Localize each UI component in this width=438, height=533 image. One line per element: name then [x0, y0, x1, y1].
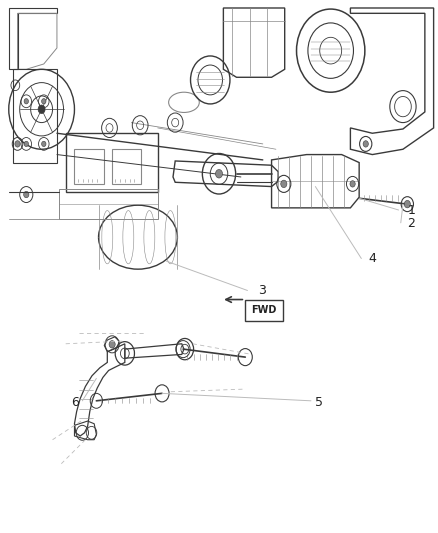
- Text: 5: 5: [315, 396, 323, 409]
- Circle shape: [109, 341, 115, 348]
- Circle shape: [42, 99, 46, 104]
- Text: 3: 3: [258, 284, 266, 297]
- Text: 2: 2: [407, 217, 415, 230]
- Circle shape: [15, 141, 20, 147]
- Circle shape: [24, 141, 28, 147]
- Circle shape: [215, 169, 223, 178]
- Circle shape: [350, 181, 355, 187]
- Bar: [0, 0, 438, 309]
- Circle shape: [363, 141, 368, 147]
- Circle shape: [404, 200, 410, 208]
- Text: 1: 1: [407, 204, 415, 217]
- Text: 4: 4: [368, 252, 376, 265]
- Circle shape: [38, 105, 45, 114]
- Text: FWD: FWD: [251, 305, 276, 315]
- Circle shape: [42, 141, 46, 147]
- Circle shape: [24, 99, 28, 104]
- Text: 6: 6: [71, 396, 79, 409]
- Circle shape: [281, 180, 287, 188]
- Circle shape: [24, 191, 29, 198]
